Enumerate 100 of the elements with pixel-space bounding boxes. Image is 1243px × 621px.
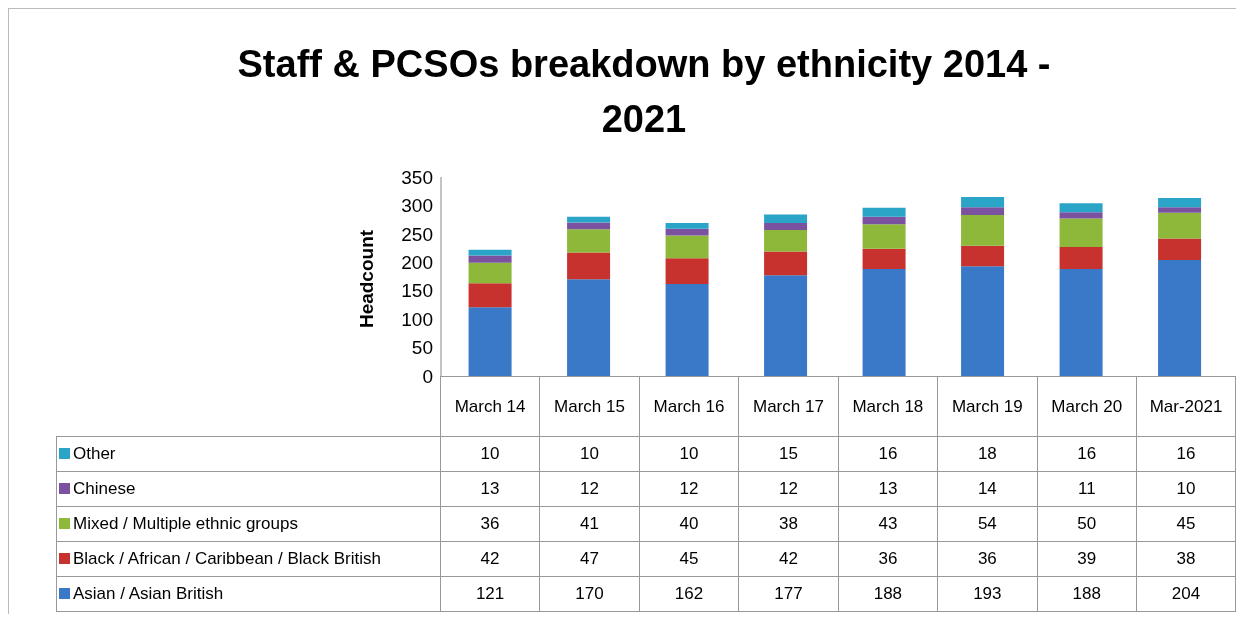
data-label: 38 <box>1136 541 1236 577</box>
data-label: 193 <box>937 576 1038 612</box>
data-label: 16 <box>1136 436 1236 472</box>
bar <box>862 248 906 270</box>
bar <box>665 223 709 229</box>
bar <box>1059 203 1103 213</box>
legend-label: Other <box>56 436 441 472</box>
bar <box>961 196 1005 208</box>
bar <box>1059 212 1103 219</box>
data-label: 10 <box>1136 471 1236 507</box>
bar <box>862 224 906 249</box>
data-label: 40 <box>639 506 739 542</box>
x-tick-label: March 16 <box>639 376 739 437</box>
data-label: 42 <box>738 541 839 577</box>
bar <box>764 223 808 230</box>
bar <box>1059 246 1103 270</box>
data-label: 13 <box>440 471 540 507</box>
data-label: 50 <box>1037 506 1137 542</box>
bar <box>1158 238 1202 261</box>
bar <box>468 262 512 284</box>
data-label: 188 <box>1037 576 1137 612</box>
data-label: 39 <box>1037 541 1137 577</box>
data-label: 14 <box>937 471 1038 507</box>
y-tick-label: 250 <box>401 223 433 245</box>
legend-label: Chinese <box>56 471 441 507</box>
legend-label: Black / African / Caribbean / Black British <box>56 541 441 577</box>
data-label: 41 <box>539 506 640 542</box>
data-label: 13 <box>838 471 938 507</box>
bar <box>961 215 1005 246</box>
y-tick-label: 100 <box>401 308 433 330</box>
bar <box>665 283 709 376</box>
bar <box>1059 218 1103 247</box>
x-tick-label: March 18 <box>838 376 938 437</box>
bar <box>567 252 611 280</box>
data-label: 18 <box>937 436 1038 472</box>
y-tick-label: 350 <box>401 166 433 188</box>
legend-label: Asian / Asian British <box>56 576 441 612</box>
data-label: 16 <box>1037 436 1137 472</box>
bar <box>567 222 611 230</box>
y-tick-label: 0 <box>422 365 433 387</box>
chart-title: Staff & PCSOs breakdown by ethnicity 2014 - 2021 <box>236 42 1052 142</box>
data-label: 162 <box>639 576 739 612</box>
bar <box>1059 269 1103 376</box>
data-label: 36 <box>838 541 938 577</box>
data-label: 45 <box>1136 506 1236 542</box>
x-tick-label: March 17 <box>738 376 839 437</box>
data-label: 36 <box>937 541 1038 577</box>
data-label: 47 <box>539 541 640 577</box>
data-label: 121 <box>440 576 540 612</box>
data-label: 170 <box>539 576 640 612</box>
data-label: 10 <box>639 436 739 472</box>
bar <box>862 207 906 217</box>
x-tick-label: March 20 <box>1037 376 1137 437</box>
bar <box>468 255 512 263</box>
bar <box>862 216 906 225</box>
x-tick-label: March 14 <box>440 376 540 437</box>
data-label: 12 <box>539 471 640 507</box>
y-tick-label: 50 <box>411 337 433 359</box>
data-label: 12 <box>738 471 839 507</box>
bar <box>468 283 512 308</box>
data-label: 36 <box>440 506 540 542</box>
bar <box>1158 260 1202 376</box>
bar <box>665 235 709 259</box>
bar <box>764 275 808 376</box>
y-tick-label: 300 <box>401 195 433 217</box>
x-tick-label: Mar-2021 <box>1136 376 1236 437</box>
bar <box>468 307 512 376</box>
bar <box>1158 207 1202 213</box>
data-label: 204 <box>1136 576 1236 612</box>
x-tick-label: March 15 <box>539 376 640 437</box>
data-label: 43 <box>838 506 938 542</box>
data-label: 38 <box>738 506 839 542</box>
y-tick-label: 150 <box>401 280 433 302</box>
data-label: 16 <box>838 436 938 472</box>
bar <box>961 266 1005 376</box>
data-label: 10 <box>440 436 540 472</box>
data-label: 11 <box>1037 471 1137 507</box>
data-label: 177 <box>738 576 839 612</box>
bar <box>567 279 611 376</box>
bar <box>1158 198 1202 208</box>
bar <box>665 228 709 236</box>
data-label: 54 <box>937 506 1038 542</box>
bar <box>764 251 808 276</box>
data-label: 10 <box>539 436 640 472</box>
bar <box>567 229 611 253</box>
data-label: 188 <box>838 576 938 612</box>
bar <box>665 258 709 284</box>
bar <box>764 229 808 252</box>
bar <box>862 269 906 376</box>
data-label: 15 <box>738 436 839 472</box>
data-label: 45 <box>639 541 739 577</box>
x-tick-label: March 19 <box>937 376 1038 437</box>
bar <box>961 207 1005 216</box>
data-label: 42 <box>440 541 540 577</box>
data-label: 12 <box>639 471 739 507</box>
bar <box>764 214 808 224</box>
y-axis-title: Headcount <box>356 229 378 329</box>
y-tick-label: 200 <box>401 252 433 274</box>
bar <box>961 245 1005 267</box>
legend-label: Mixed / Multiple ethnic groups <box>56 506 441 542</box>
